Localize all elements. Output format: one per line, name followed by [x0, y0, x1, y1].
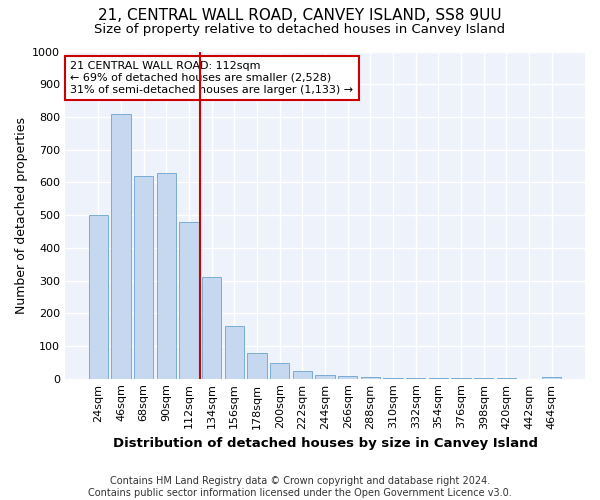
- Bar: [157, 172, 176, 378]
- Bar: [247, 352, 266, 378]
- Bar: [134, 176, 153, 378]
- Text: 21, CENTRAL WALL ROAD, CANVEY ISLAND, SS8 9UU: 21, CENTRAL WALL ROAD, CANVEY ISLAND, SS…: [98, 8, 502, 22]
- Bar: [270, 363, 289, 378]
- Bar: [293, 370, 312, 378]
- X-axis label: Distribution of detached houses by size in Canvey Island: Distribution of detached houses by size …: [113, 437, 538, 450]
- Text: Contains HM Land Registry data © Crown copyright and database right 2024.
Contai: Contains HM Land Registry data © Crown c…: [88, 476, 512, 498]
- Text: 21 CENTRAL WALL ROAD: 112sqm
← 69% of detached houses are smaller (2,528)
31% of: 21 CENTRAL WALL ROAD: 112sqm ← 69% of de…: [70, 62, 353, 94]
- Bar: [542, 377, 562, 378]
- Text: Size of property relative to detached houses in Canvey Island: Size of property relative to detached ho…: [94, 22, 506, 36]
- Bar: [316, 375, 335, 378]
- Bar: [112, 114, 131, 378]
- Bar: [202, 278, 221, 378]
- Bar: [89, 215, 108, 378]
- Bar: [224, 326, 244, 378]
- Bar: [179, 222, 199, 378]
- Y-axis label: Number of detached properties: Number of detached properties: [15, 116, 28, 314]
- Bar: [338, 376, 358, 378]
